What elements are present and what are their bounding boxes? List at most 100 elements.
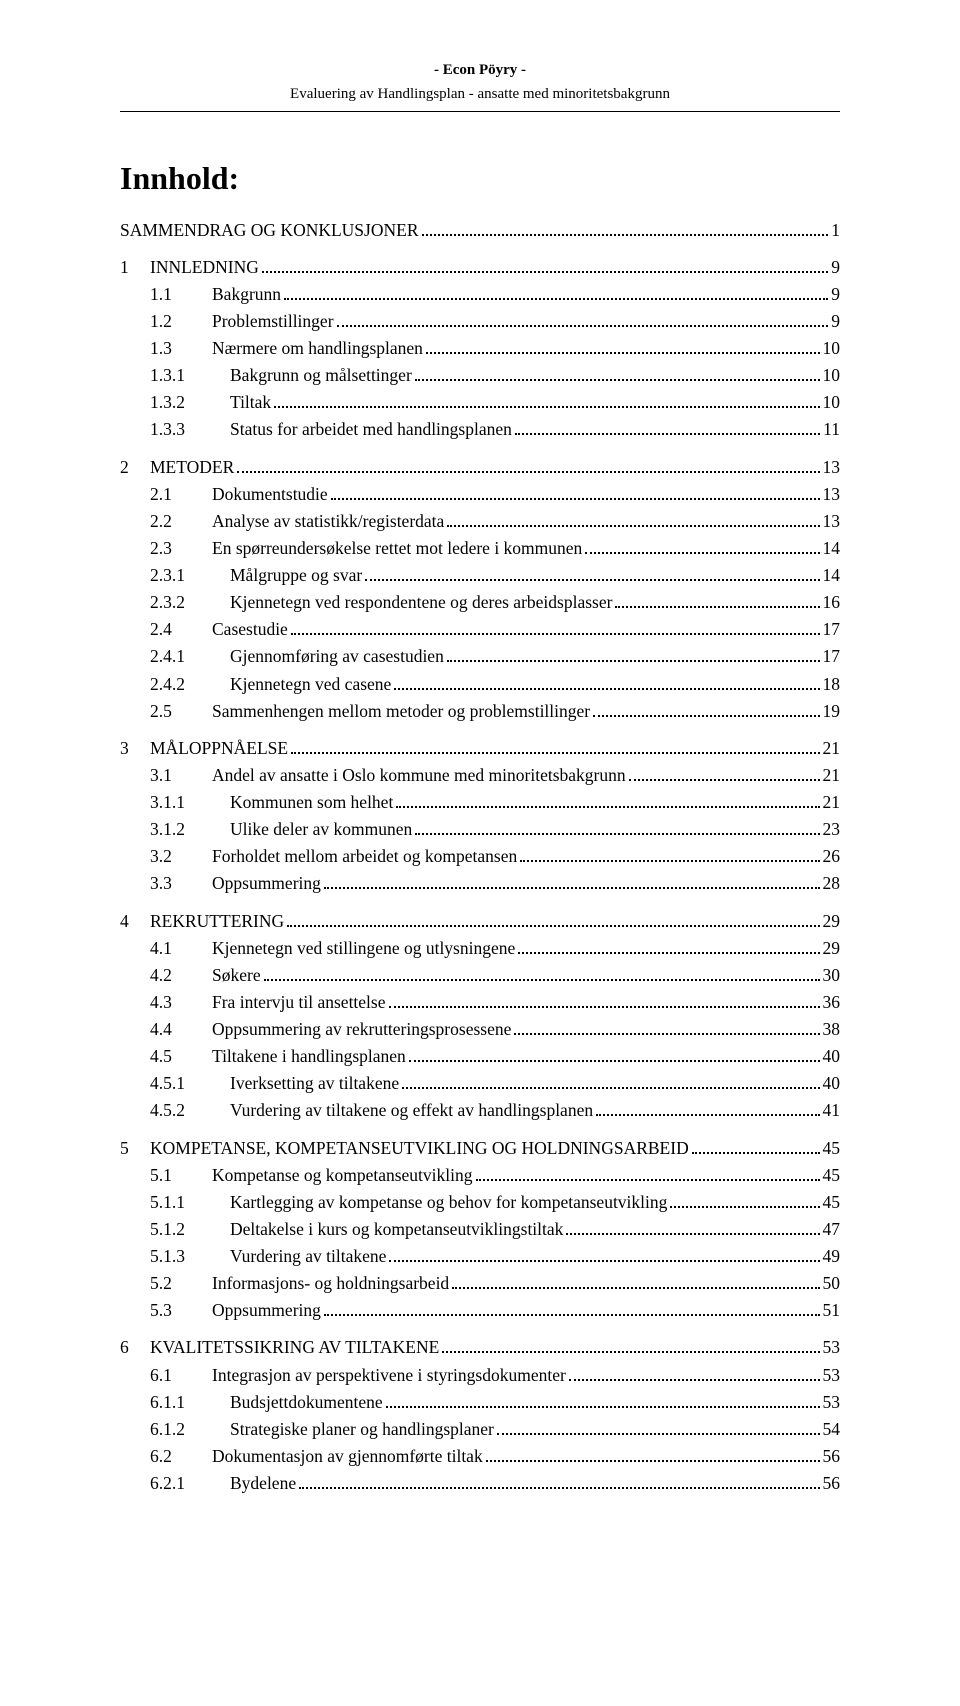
toc-leader-dots	[447, 647, 820, 662]
toc-entry-number: 1.2	[120, 308, 212, 335]
toc-entry-label: SAMMENDRAG OG KONKLUSJONER	[120, 217, 419, 244]
toc-section-gap	[120, 444, 840, 454]
toc-entry: 5.3Oppsummering 51	[120, 1297, 840, 1324]
toc-entry-number: 6.1.2	[120, 1416, 230, 1443]
toc-leader-dots	[389, 993, 820, 1008]
toc-entry: 5KOMPETANSE, KOMPETANSEUTVIKLING OG HOLD…	[120, 1135, 840, 1162]
toc-entry-page: 21	[823, 762, 841, 789]
toc-entry-label: Bydelene	[230, 1470, 296, 1497]
toc-entry: 4REKRUTTERING 29	[120, 908, 840, 935]
header-divider	[120, 111, 840, 112]
toc-entry-page: 14	[823, 562, 841, 589]
toc-entry: 1.2Problemstillinger 9	[120, 308, 840, 335]
toc-entry-number: 3.3	[120, 870, 212, 897]
toc-section-gap	[120, 1125, 840, 1135]
toc-leader-dots	[337, 312, 829, 327]
toc-entry-label: Problemstillinger	[212, 308, 334, 335]
toc-entry-number: 5.3	[120, 1297, 212, 1324]
toc-entry: 3.3Oppsummering 28	[120, 870, 840, 897]
toc-entry-label: Oppsummering av rekrutteringsprosessene	[212, 1016, 511, 1043]
toc-entry-page: 14	[823, 535, 841, 562]
toc-entry-label: Forholdet mellom arbeidet og kompetansen	[212, 843, 517, 870]
toc-entry-label: Andel av ansatte i Oslo kommune med mino…	[212, 762, 626, 789]
toc-entry-number: 2	[120, 454, 150, 481]
toc-leader-dots	[593, 702, 819, 717]
toc-section-gap	[120, 898, 840, 908]
toc-leader-dots	[274, 393, 819, 408]
toc-section-gap	[120, 244, 840, 254]
toc-entry-label: REKRUTTERING	[150, 908, 284, 935]
toc-entry-number: 4.3	[120, 989, 212, 1016]
toc-entry: 2.4Casestudie 17	[120, 616, 840, 643]
toc-entry-label: MÅLOPPNÅELSE	[150, 735, 288, 762]
toc-leader-dots	[585, 539, 819, 554]
toc-entry-page: 9	[831, 281, 840, 308]
toc-entry-label: Vurdering av tiltakene	[230, 1243, 386, 1270]
toc-leader-dots	[291, 620, 820, 635]
toc-leader-dots	[415, 366, 820, 381]
toc-entry-page: 40	[823, 1043, 841, 1070]
toc-entry: 1.3.3Status for arbeidet med handlingspl…	[120, 416, 840, 443]
toc-entry-label: Sammenhengen mellom metoder og problemst…	[212, 698, 590, 725]
toc-entry-number: 3.1.2	[120, 816, 230, 843]
toc-leader-dots	[426, 339, 820, 354]
toc-entry-page: 29	[823, 908, 841, 935]
toc-entry-page: 45	[823, 1189, 841, 1216]
toc-entry-number: 5.2	[120, 1270, 212, 1297]
toc-entry: 1.3Nærmere om handlingsplanen 10	[120, 335, 840, 362]
toc-leader-dots	[520, 847, 819, 862]
toc-entry-number: 2.3.1	[120, 562, 230, 589]
toc-leader-dots	[422, 220, 829, 235]
toc-entry: 2.1Dokumentstudie 13	[120, 481, 840, 508]
toc-entry-number: 3.1.1	[120, 789, 230, 816]
toc-entry: 6.1.1Budsjettdokumentene 53	[120, 1389, 840, 1416]
toc-entry-page: 10	[823, 335, 841, 362]
toc-entry-label: Integrasjon av perspektivene i styringsd…	[212, 1362, 566, 1389]
toc-entry-number: 1.3	[120, 335, 212, 362]
toc-leader-dots	[486, 1447, 820, 1462]
toc-entry-number: 2.3.2	[120, 589, 230, 616]
toc-entry-label: Bakgrunn	[212, 281, 281, 308]
toc-entry-number: 4.5.2	[120, 1097, 230, 1124]
toc-leader-dots	[299, 1474, 819, 1489]
toc-entry-page: 36	[823, 989, 841, 1016]
toc-leader-dots	[452, 1274, 819, 1289]
toc-leader-dots	[670, 1193, 819, 1208]
toc-leader-dots	[324, 874, 820, 889]
toc-entry: 3.1Andel av ansatte i Oslo kommune med m…	[120, 762, 840, 789]
toc-leader-dots	[396, 793, 819, 808]
toc-entry: 5.1.1Kartlegging av kompetanse og behov …	[120, 1189, 840, 1216]
toc-leader-dots	[386, 1393, 820, 1408]
toc-entry-number: 2.4	[120, 616, 212, 643]
toc-entry: 6.2.1Bydelene 56	[120, 1470, 840, 1497]
toc-entry-page: 56	[823, 1470, 841, 1497]
toc-entry-number: 2.1	[120, 481, 212, 508]
toc-entry-label: Tiltakene i handlingsplanen	[212, 1043, 406, 1070]
toc-entry-label: Kommunen som helhet	[230, 789, 393, 816]
toc-leader-dots	[291, 739, 819, 754]
toc-entry: 3.1.2Ulike deler av kommunen 23	[120, 816, 840, 843]
toc-section-gap	[120, 725, 840, 735]
toc-entry: 5.2Informasjons- og holdningsarbeid 50	[120, 1270, 840, 1297]
toc-entry-label: Strategiske planer og handlingsplaner	[230, 1416, 494, 1443]
toc-entry: 6.2Dokumentasjon av gjennomførte tiltak …	[120, 1443, 840, 1470]
toc-leader-dots	[331, 485, 820, 500]
toc-entry: 3MÅLOPPNÅELSE 21	[120, 735, 840, 762]
toc-leader-dots	[264, 966, 820, 981]
table-of-contents: SAMMENDRAG OG KONKLUSJONER 11INNLEDNING …	[120, 217, 840, 1498]
toc-leader-dots	[262, 258, 828, 273]
toc-leader-dots	[629, 766, 820, 781]
toc-entry-number: 6.1	[120, 1362, 212, 1389]
toc-entry-page: 47	[823, 1216, 841, 1243]
toc-entry-number: 3.1	[120, 762, 212, 789]
toc-leader-dots	[447, 512, 819, 527]
toc-leader-dots	[515, 420, 820, 435]
toc-entry-number: 1.3.2	[120, 389, 230, 416]
toc-section-gap	[120, 1324, 840, 1334]
toc-entry-label: Kartlegging av kompetanse og behov for k…	[230, 1189, 667, 1216]
toc-leader-dots	[476, 1166, 820, 1181]
toc-entry-number: 4.1	[120, 935, 212, 962]
toc-leader-dots	[514, 1020, 819, 1035]
toc-entry-label: Gjennomføring av casestudien	[230, 643, 444, 670]
toc-entry-label: Målgruppe og svar	[230, 562, 362, 589]
